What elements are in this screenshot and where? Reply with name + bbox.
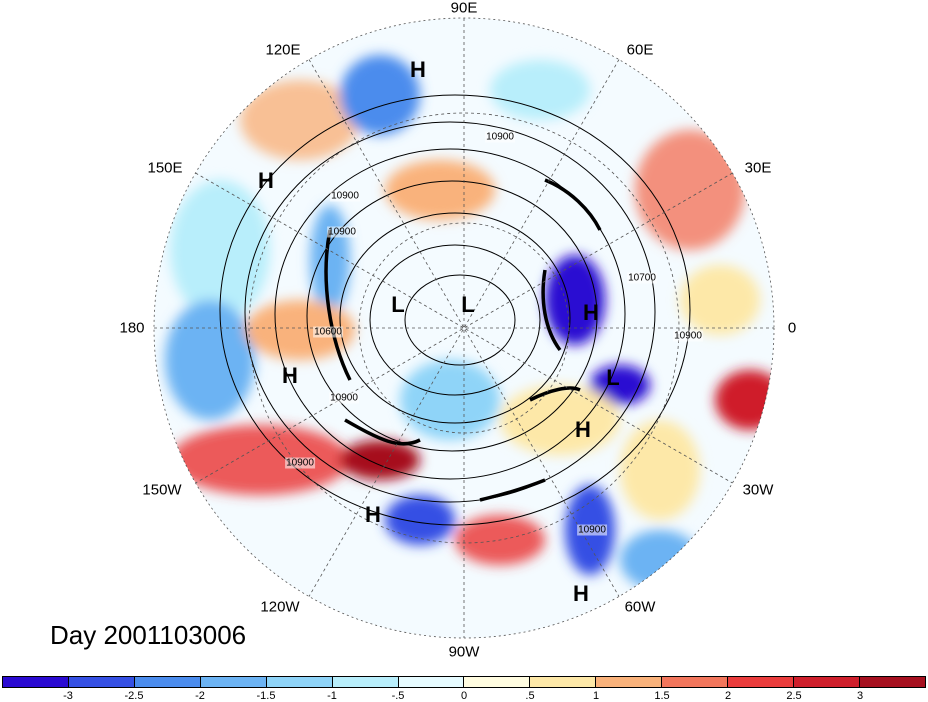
anomaly-field	[165, 55, 774, 590]
colorbar-segment	[530, 677, 597, 687]
contour-label: 10900	[327, 226, 357, 238]
colorbar-segment	[200, 677, 267, 687]
lon-label-60w: 60W	[624, 598, 656, 616]
colorbar-tick-label: -1	[327, 690, 337, 702]
colorbar-tick-label: -3	[63, 690, 73, 702]
colorbar-segment	[859, 677, 925, 687]
colorbar-segment	[596, 677, 663, 687]
lon-label-120e: 120E	[265, 41, 301, 59]
low-pressure-label: L	[606, 365, 620, 390]
lon-label-180: 180	[119, 319, 145, 337]
colorbar-tick-label: -2	[195, 690, 205, 702]
lon-label-90e: 90E	[450, 0, 478, 17]
contour-label: 10900	[485, 131, 515, 143]
colorbar-tick-label: -.5	[391, 690, 405, 702]
high-pressure-label: H	[410, 57, 426, 82]
contour-label: 10900	[673, 330, 703, 342]
high-pressure-label: H	[258, 168, 274, 193]
lon-label-0: 0	[787, 319, 797, 337]
low-pressure-label: L	[391, 292, 405, 317]
high-pressure-label: H	[365, 502, 381, 527]
high-pressure-label: H	[575, 417, 591, 442]
lon-label-120w: 120W	[260, 598, 300, 616]
colorbar-tick-label: .5	[525, 690, 535, 702]
colorbar	[2, 676, 926, 688]
lon-label-60e: 60E	[626, 41, 654, 59]
contour-label: 10900	[330, 190, 360, 202]
colorbar-segment	[794, 677, 860, 687]
map-boundary	[153, 17, 775, 639]
colorbar-segment	[728, 677, 795, 687]
height-contours	[219, 94, 691, 526]
colorbar-tick-label: 1.5	[654, 690, 670, 702]
lon-label-150e: 150E	[147, 159, 183, 177]
contour-label: 10900	[577, 524, 607, 536]
lon-label-150w: 150W	[142, 481, 182, 499]
colorbar-segment	[68, 677, 135, 687]
lon-label-30e: 30E	[744, 159, 772, 177]
high-pressure-label: H	[573, 581, 589, 606]
graticule	[153, 17, 775, 639]
high-pressure-label: H	[282, 363, 298, 388]
colorbar-segment	[398, 677, 465, 687]
contour-label: 10700	[627, 272, 657, 284]
lon-label-30w: 30W	[742, 481, 774, 499]
colorbar-segment	[134, 677, 201, 687]
colorbar-tick-label: 2	[724, 690, 732, 702]
colorbar-segment	[332, 677, 399, 687]
colorbar-segment	[266, 677, 333, 687]
colorbar-tick-label: 0	[460, 690, 468, 702]
high-pressure-label: H	[583, 300, 599, 325]
colorbar-segment	[3, 677, 69, 687]
lon-label-90w: 90W	[448, 643, 480, 661]
contour-label: 10900	[329, 392, 359, 404]
colorbar-tick-label: 3	[856, 690, 864, 702]
colorbar-segment	[464, 677, 531, 687]
contour-label: 10600	[313, 326, 343, 338]
colorbar-tick-label: -1.5	[256, 690, 276, 702]
colorbar-tick-label: 2.5	[786, 690, 802, 702]
colorbar-tick-label: -2.5	[124, 690, 144, 702]
day-label: Day 2001103006	[50, 620, 247, 650]
colorbar-segment	[662, 677, 729, 687]
contour-label: 10900	[285, 457, 315, 469]
low-pressure-label: L	[461, 292, 475, 317]
colorbar-tick-label: 1	[592, 690, 600, 702]
